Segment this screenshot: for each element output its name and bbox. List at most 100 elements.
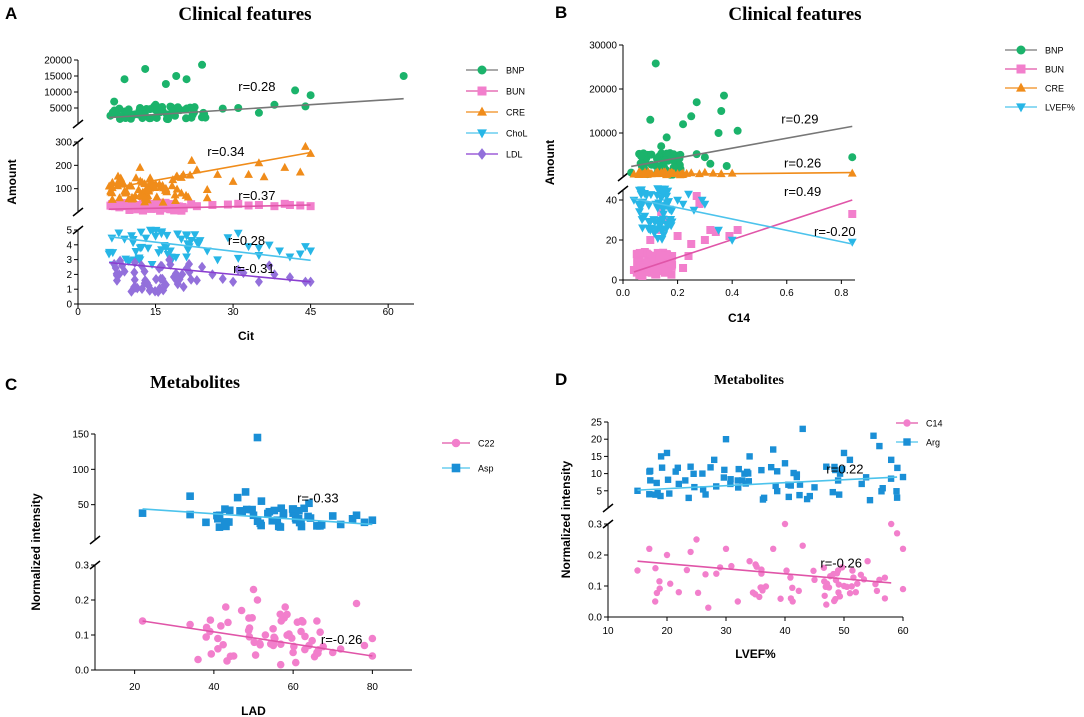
data-point [823, 463, 830, 470]
chart-title: Clinical features [178, 4, 311, 25]
data-point [727, 480, 734, 488]
data-point [847, 238, 857, 247]
data-point [888, 456, 895, 464]
legend-label: LVEF% [1045, 103, 1075, 113]
x-tick-label: 20 [661, 626, 673, 637]
data-point [662, 220, 671, 229]
data-point [140, 193, 150, 202]
legend-label: BUN [506, 87, 525, 97]
data-point [653, 234, 663, 243]
data-point [752, 561, 759, 568]
series-cre: r=0.26 [629, 155, 857, 179]
y-tick-label: 5 [596, 486, 602, 497]
data-point [637, 216, 647, 225]
data-point [305, 499, 313, 508]
data-point [360, 641, 369, 650]
data-point [157, 230, 166, 239]
data-point [136, 228, 146, 237]
y-tick-label: 20 [606, 236, 618, 247]
legend-marker [477, 65, 487, 75]
data-point [192, 165, 202, 174]
data-point [280, 199, 289, 208]
data-point [241, 488, 250, 496]
legend-label: BNP [1045, 46, 1064, 56]
data-point [687, 463, 694, 470]
trend-line [142, 620, 373, 657]
y-tick-label: 0 [66, 300, 72, 311]
data-point [835, 491, 843, 498]
data-point [306, 91, 315, 100]
data-point [734, 477, 741, 484]
x-tick-label: 60 [897, 626, 909, 637]
data-point [722, 436, 730, 443]
legend-marker [451, 463, 461, 473]
data-point [186, 620, 194, 629]
data-point [301, 102, 310, 111]
data-point [638, 224, 647, 233]
data-point [711, 228, 720, 236]
data-point [700, 200, 710, 209]
data-point [336, 520, 345, 529]
data-point [789, 598, 796, 605]
trend-line [631, 171, 853, 176]
data-point [254, 276, 263, 287]
r-label: r=-0.20 [814, 224, 856, 239]
data-point [214, 644, 222, 653]
data-point [899, 545, 907, 552]
data-point [297, 522, 306, 531]
data-point [121, 186, 131, 195]
y-tick-label: 50 [78, 500, 90, 511]
data-point [233, 493, 242, 502]
data-point [264, 509, 272, 518]
data-point [248, 505, 256, 514]
data-point [114, 229, 124, 238]
axis-break [72, 137, 84, 147]
data-point [658, 206, 668, 215]
data-point [220, 518, 229, 526]
legend-item: C14 [896, 419, 943, 429]
data-point [702, 571, 709, 578]
trend-line [142, 508, 373, 526]
data-point [223, 200, 232, 209]
data-point [635, 248, 644, 257]
data-point [860, 576, 868, 583]
data-point [125, 205, 134, 214]
data-point [261, 631, 270, 639]
data-point [301, 243, 310, 252]
data-point [151, 232, 160, 241]
data-point [879, 485, 886, 492]
data-point [306, 202, 315, 211]
data-point [352, 599, 361, 608]
data-point [138, 206, 147, 215]
data-point [215, 523, 224, 531]
data-point [668, 260, 677, 269]
data-point [202, 518, 210, 527]
data-point [881, 595, 889, 602]
data-point [108, 249, 118, 258]
data-point [127, 201, 136, 210]
data-point [640, 189, 649, 198]
data-point [646, 191, 656, 200]
data-point [706, 226, 715, 234]
data-point [182, 232, 192, 241]
r-label: r=-0.33 [297, 491, 339, 506]
data-point [654, 489, 661, 497]
data-point [223, 234, 233, 243]
legend-label: ChoL [506, 129, 528, 139]
data-point [153, 199, 162, 208]
y-tick-label: 300 [55, 138, 72, 149]
axis-break [602, 503, 614, 513]
data-point [168, 175, 178, 184]
y-tick-label: 4 [66, 240, 72, 251]
data-point [810, 567, 817, 575]
data-point [270, 633, 278, 642]
data-point [636, 159, 645, 168]
panel-d: D Metabolites 10 20 30 40 50 60 LVEF% 0.0 0.1 0.2 0.… [555, 370, 943, 661]
data-point [839, 465, 846, 473]
trend-line [108, 235, 311, 262]
data-point [652, 263, 661, 272]
data-point [655, 255, 664, 264]
data-point [872, 580, 879, 588]
